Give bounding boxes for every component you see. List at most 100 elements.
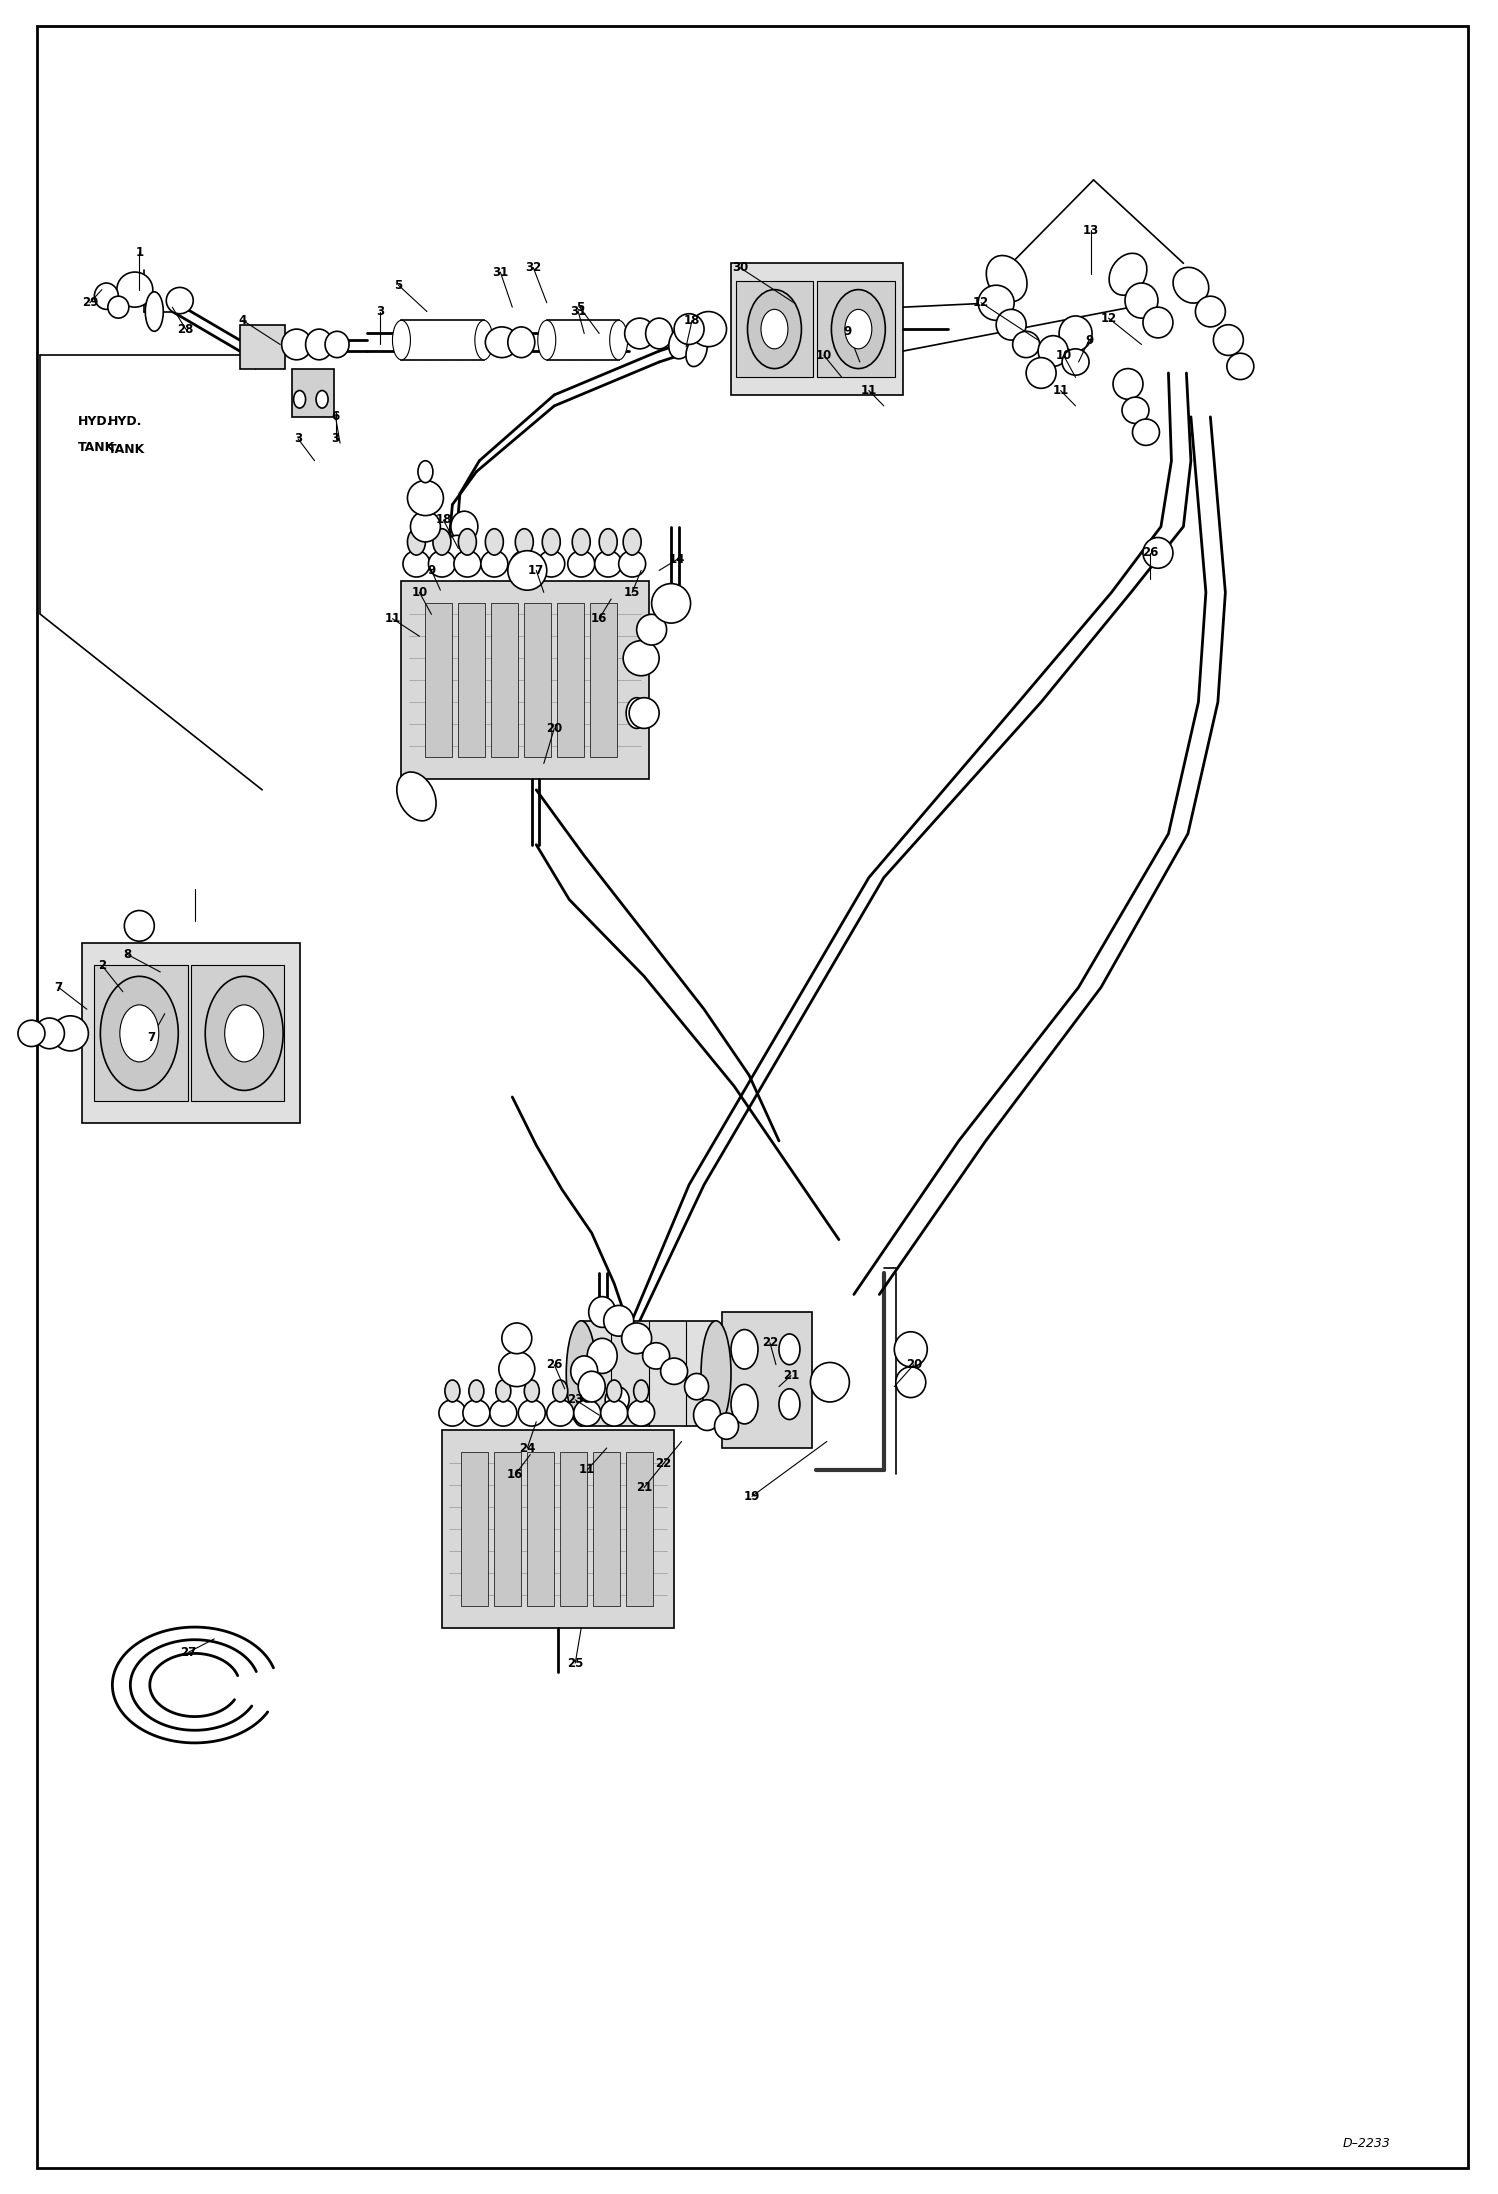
Text: 7: 7 xyxy=(54,981,63,994)
Ellipse shape xyxy=(1013,331,1040,358)
Text: 14: 14 xyxy=(670,553,685,566)
Text: 3: 3 xyxy=(376,305,385,318)
Text: 3: 3 xyxy=(294,432,303,445)
Circle shape xyxy=(515,529,533,555)
Bar xyxy=(818,281,894,377)
Ellipse shape xyxy=(117,272,153,307)
Bar xyxy=(560,1452,587,1606)
Text: 18: 18 xyxy=(685,314,700,327)
Text: 9: 9 xyxy=(427,564,436,577)
Circle shape xyxy=(458,529,476,555)
Circle shape xyxy=(418,461,433,483)
Text: 30: 30 xyxy=(733,261,748,274)
Text: 20: 20 xyxy=(547,722,562,735)
Bar xyxy=(458,603,485,757)
Bar xyxy=(442,1430,674,1628)
Ellipse shape xyxy=(124,911,154,941)
Ellipse shape xyxy=(1195,296,1225,327)
Ellipse shape xyxy=(34,1018,64,1049)
Circle shape xyxy=(634,1380,649,1402)
Text: 26: 26 xyxy=(1143,546,1158,559)
Ellipse shape xyxy=(587,1338,617,1373)
Text: 3: 3 xyxy=(331,432,340,445)
Circle shape xyxy=(845,309,872,349)
Ellipse shape xyxy=(568,551,595,577)
Ellipse shape xyxy=(547,1400,574,1426)
Ellipse shape xyxy=(1026,358,1056,388)
Ellipse shape xyxy=(715,1413,739,1439)
Ellipse shape xyxy=(1125,283,1158,318)
Bar xyxy=(461,1452,488,1606)
Ellipse shape xyxy=(508,327,535,358)
Circle shape xyxy=(626,698,647,728)
Text: 15: 15 xyxy=(625,586,640,599)
Ellipse shape xyxy=(52,1016,88,1051)
Ellipse shape xyxy=(619,551,646,577)
Text: 16: 16 xyxy=(592,612,607,625)
Text: TANK: TANK xyxy=(108,443,145,456)
Ellipse shape xyxy=(685,1373,709,1400)
Ellipse shape xyxy=(894,1332,927,1367)
Bar xyxy=(401,320,484,360)
Bar xyxy=(581,1321,716,1426)
Ellipse shape xyxy=(1113,369,1143,399)
Circle shape xyxy=(779,1334,800,1365)
Bar xyxy=(94,965,187,1101)
Text: 13: 13 xyxy=(1083,224,1098,237)
Text: 5: 5 xyxy=(394,279,403,292)
Ellipse shape xyxy=(538,551,565,577)
Ellipse shape xyxy=(571,1356,598,1387)
Ellipse shape xyxy=(108,296,129,318)
Circle shape xyxy=(831,290,885,369)
Text: 4: 4 xyxy=(238,314,247,327)
Text: 12: 12 xyxy=(1101,312,1116,325)
Ellipse shape xyxy=(589,1297,616,1327)
Ellipse shape xyxy=(986,255,1028,303)
Circle shape xyxy=(120,1005,159,1062)
Text: 16: 16 xyxy=(508,1468,523,1481)
Circle shape xyxy=(316,391,328,408)
Ellipse shape xyxy=(1143,307,1173,338)
Ellipse shape xyxy=(475,320,493,360)
Bar xyxy=(731,263,903,395)
Ellipse shape xyxy=(481,551,508,577)
Ellipse shape xyxy=(511,551,538,577)
Text: 17: 17 xyxy=(529,564,544,577)
Ellipse shape xyxy=(701,1321,731,1426)
Bar xyxy=(736,281,813,377)
Circle shape xyxy=(205,976,283,1090)
Circle shape xyxy=(445,1380,460,1402)
Ellipse shape xyxy=(1109,252,1147,296)
Ellipse shape xyxy=(463,1400,490,1426)
Text: 21: 21 xyxy=(783,1369,798,1382)
Text: 10: 10 xyxy=(1056,349,1071,362)
Ellipse shape xyxy=(485,327,518,358)
Ellipse shape xyxy=(407,480,443,516)
Ellipse shape xyxy=(1173,268,1209,303)
Ellipse shape xyxy=(403,551,430,577)
Circle shape xyxy=(225,1005,264,1062)
Ellipse shape xyxy=(643,1343,670,1369)
Text: 31: 31 xyxy=(571,305,586,318)
Ellipse shape xyxy=(996,309,1026,340)
Ellipse shape xyxy=(1143,538,1173,568)
Ellipse shape xyxy=(623,641,659,676)
Text: 19: 19 xyxy=(745,1490,759,1503)
Ellipse shape xyxy=(397,772,436,821)
Bar xyxy=(82,943,300,1123)
Ellipse shape xyxy=(451,511,478,542)
Circle shape xyxy=(294,391,306,408)
Text: 11: 11 xyxy=(1053,384,1068,397)
Ellipse shape xyxy=(646,318,673,349)
Ellipse shape xyxy=(166,287,193,314)
Ellipse shape xyxy=(605,1387,629,1413)
Ellipse shape xyxy=(610,320,628,360)
Ellipse shape xyxy=(810,1362,849,1402)
Ellipse shape xyxy=(1122,397,1149,423)
Bar xyxy=(524,603,551,757)
Ellipse shape xyxy=(1038,336,1068,366)
Ellipse shape xyxy=(94,283,118,309)
Circle shape xyxy=(433,529,451,555)
Text: HYD.: HYD. xyxy=(108,415,142,428)
Ellipse shape xyxy=(490,1400,517,1426)
